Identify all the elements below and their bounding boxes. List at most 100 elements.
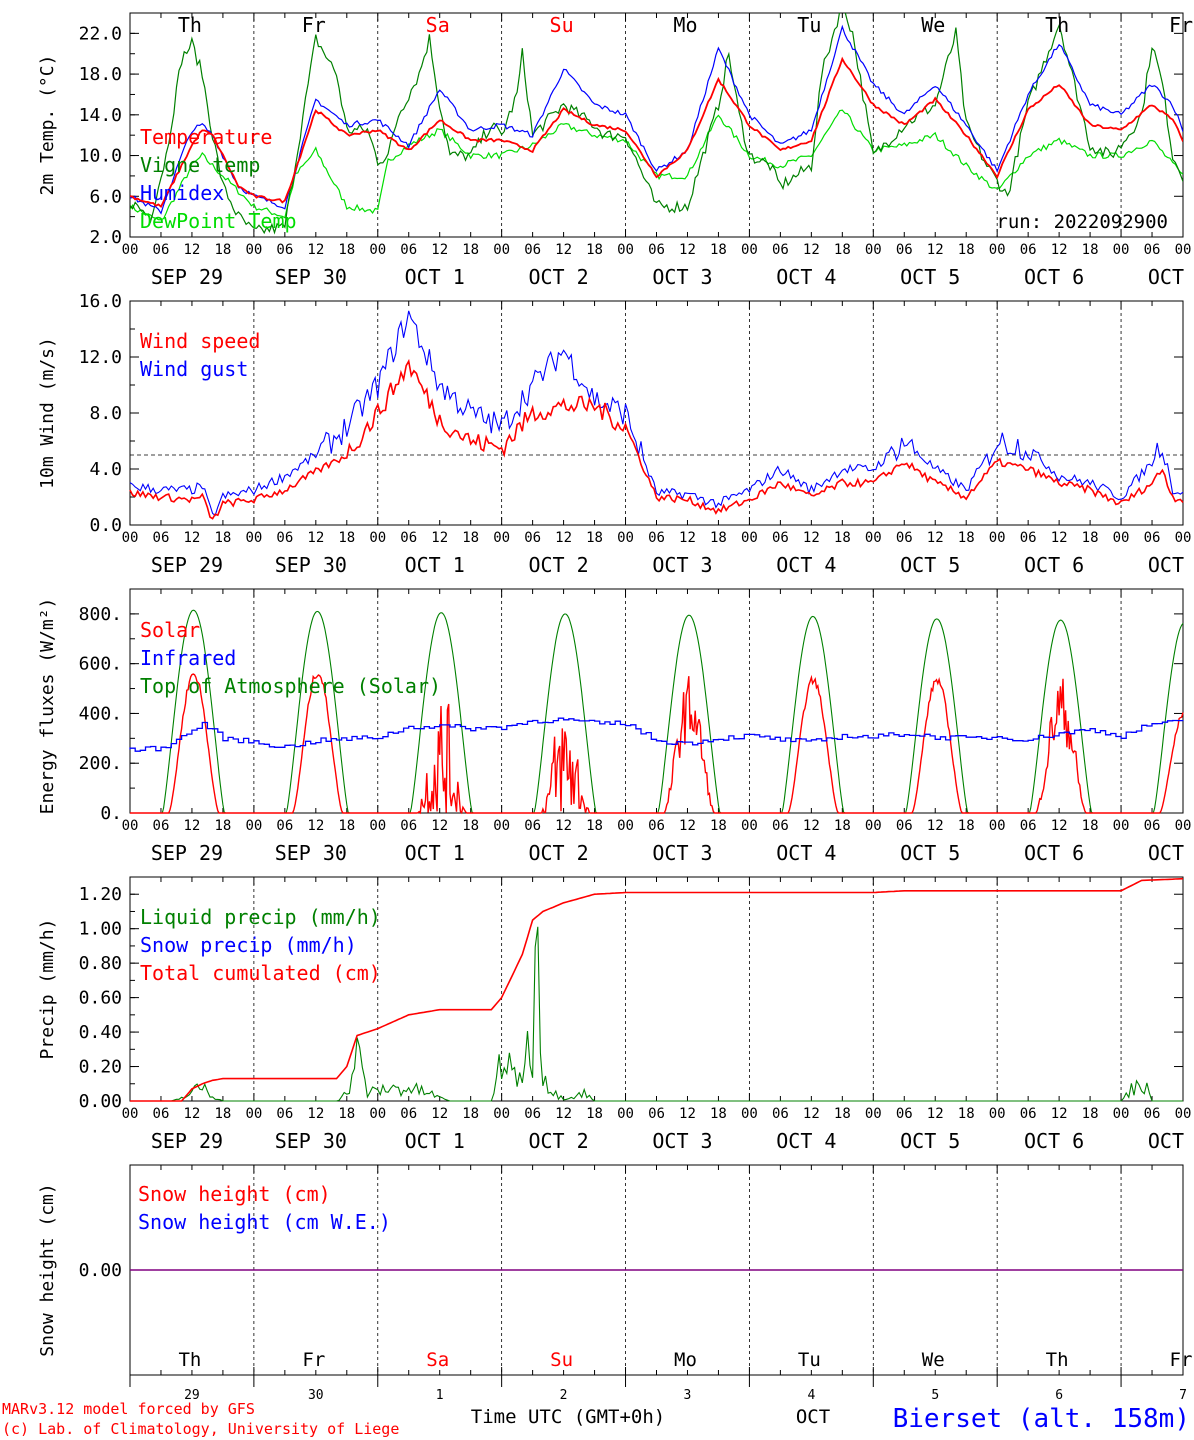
y-tick-label: 16.0 [79,291,122,312]
hour-label: 00 [245,530,262,546]
hour-label: 06 [153,242,170,258]
hour-label: 00 [989,530,1006,546]
hour-label: 06 [276,1106,293,1122]
hour-label: 00 [989,242,1006,258]
hour-label: 18 [214,530,231,546]
run-annotation: run: 2022092900 [996,211,1168,233]
hour-label: 18 [462,818,479,834]
date-label: OCT 3 [652,841,712,865]
hour-label: 06 [772,1106,789,1122]
hour-label: 18 [958,1106,975,1122]
panel-4 [129,876,1184,1102]
hour-label: 18 [710,530,727,546]
day-label: We [921,13,945,37]
hour-label: 12 [555,1106,572,1122]
hour-label: 18 [214,242,231,258]
date-label: OCT 6 [1024,1129,1084,1153]
hour-label: 06 [153,530,170,546]
hour-label: 00 [741,242,758,258]
y-tick-label: 4.0 [89,459,122,480]
date-label: OCT 7 [1148,265,1194,289]
hour-label: 06 [1020,242,1037,258]
date-label: OCT 7 [1148,841,1194,865]
hour-label: 00 [369,1106,386,1122]
day-number: 4 [807,1388,815,1403]
hour-label: 18 [834,818,851,834]
y-tick-label: 0.00 [79,1260,122,1281]
hour-label: 00 [865,818,882,834]
hour-label: 12 [184,530,201,546]
hour-label: 00 [865,530,882,546]
y-tick-label: 0.20 [79,1057,122,1078]
hour-label: 06 [1144,1106,1161,1122]
hour-label: 00 [989,1106,1006,1122]
y-tick-label: 1.00 [79,919,122,940]
hour-label: 00 [865,242,882,258]
legend-entry: Snow precip (mm/h) [140,933,357,957]
hour-label: 18 [1082,242,1099,258]
legend-entry: Solar [140,618,200,642]
hour-label: 18 [338,242,355,258]
hour-label: 12 [307,1106,324,1122]
date-label: OCT 5 [900,1129,960,1153]
series-line-dewpoint-temp [130,109,1183,221]
hour-label: 12 [431,242,448,258]
day-number: 3 [684,1388,692,1403]
hour-label: 00 [1113,1106,1130,1122]
legend-entry: Snow height (cm) [138,1182,331,1206]
hour-label: 00 [369,242,386,258]
day-number: 30 [308,1388,324,1403]
date-label: OCT 4 [776,553,836,577]
hour-label: 12 [679,242,696,258]
y-tick-label: 22.0 [79,23,122,44]
day-label: Su [550,1349,573,1371]
month-label: OCT [796,1406,830,1428]
hour-label: 18 [958,818,975,834]
hour-label: 18 [834,242,851,258]
hour-label: 18 [958,242,975,258]
hour-label: 12 [555,530,572,546]
hour-label: 12 [184,1106,201,1122]
hour-label: 06 [648,530,665,546]
date-label: SEP 30 [275,841,347,865]
y-tick-label: 0.80 [79,953,122,974]
date-label: OCT 6 [1024,841,1084,865]
hour-label: 00 [245,1106,262,1122]
y-axis-label: Precip (mm/h) [37,919,58,1060]
date-label: OCT 7 [1148,553,1194,577]
y-tick-label: 18.0 [79,64,122,85]
day-label: Fr [1170,1349,1193,1371]
hour-label: 06 [524,242,541,258]
hour-label: 18 [834,530,851,546]
hour-label: 06 [524,818,541,834]
date-label: OCT 3 [652,265,712,289]
y-tick-label: 0.0 [89,515,122,536]
hour-label: 18 [710,818,727,834]
hour-label: 06 [648,242,665,258]
hour-label: 18 [586,1106,603,1122]
day-label: Th [178,1349,201,1371]
date-label: OCT 1 [405,1129,465,1153]
day-label: Fr [302,1349,325,1371]
y-axis-label: 2m Temp. (°C) [37,55,58,196]
legend-entry: Total cumulated (cm) [140,961,381,985]
day-label: Tu [798,1349,821,1371]
y-tick-label: 14.0 [79,105,122,126]
day-label: Sa [426,13,450,37]
hour-label: 00 [122,530,139,546]
model-credit: MARv3.12 model forced by GFS [2,1400,255,1418]
hour-label: 06 [524,1106,541,1122]
date-label: SEP 29 [151,553,223,577]
hour-label: 00 [989,818,1006,834]
hour-label: 00 [1175,242,1192,258]
series-line-infrared [129,717,1184,752]
plot-frame [129,588,1184,814]
hour-label: 06 [896,530,913,546]
hour-label: 12 [803,818,820,834]
date-label: OCT 4 [776,1129,836,1153]
date-label: OCT 2 [528,1129,588,1153]
hour-label: 06 [772,818,789,834]
day-label: Th [178,13,202,37]
y-tick-label: 8.0 [89,403,122,424]
